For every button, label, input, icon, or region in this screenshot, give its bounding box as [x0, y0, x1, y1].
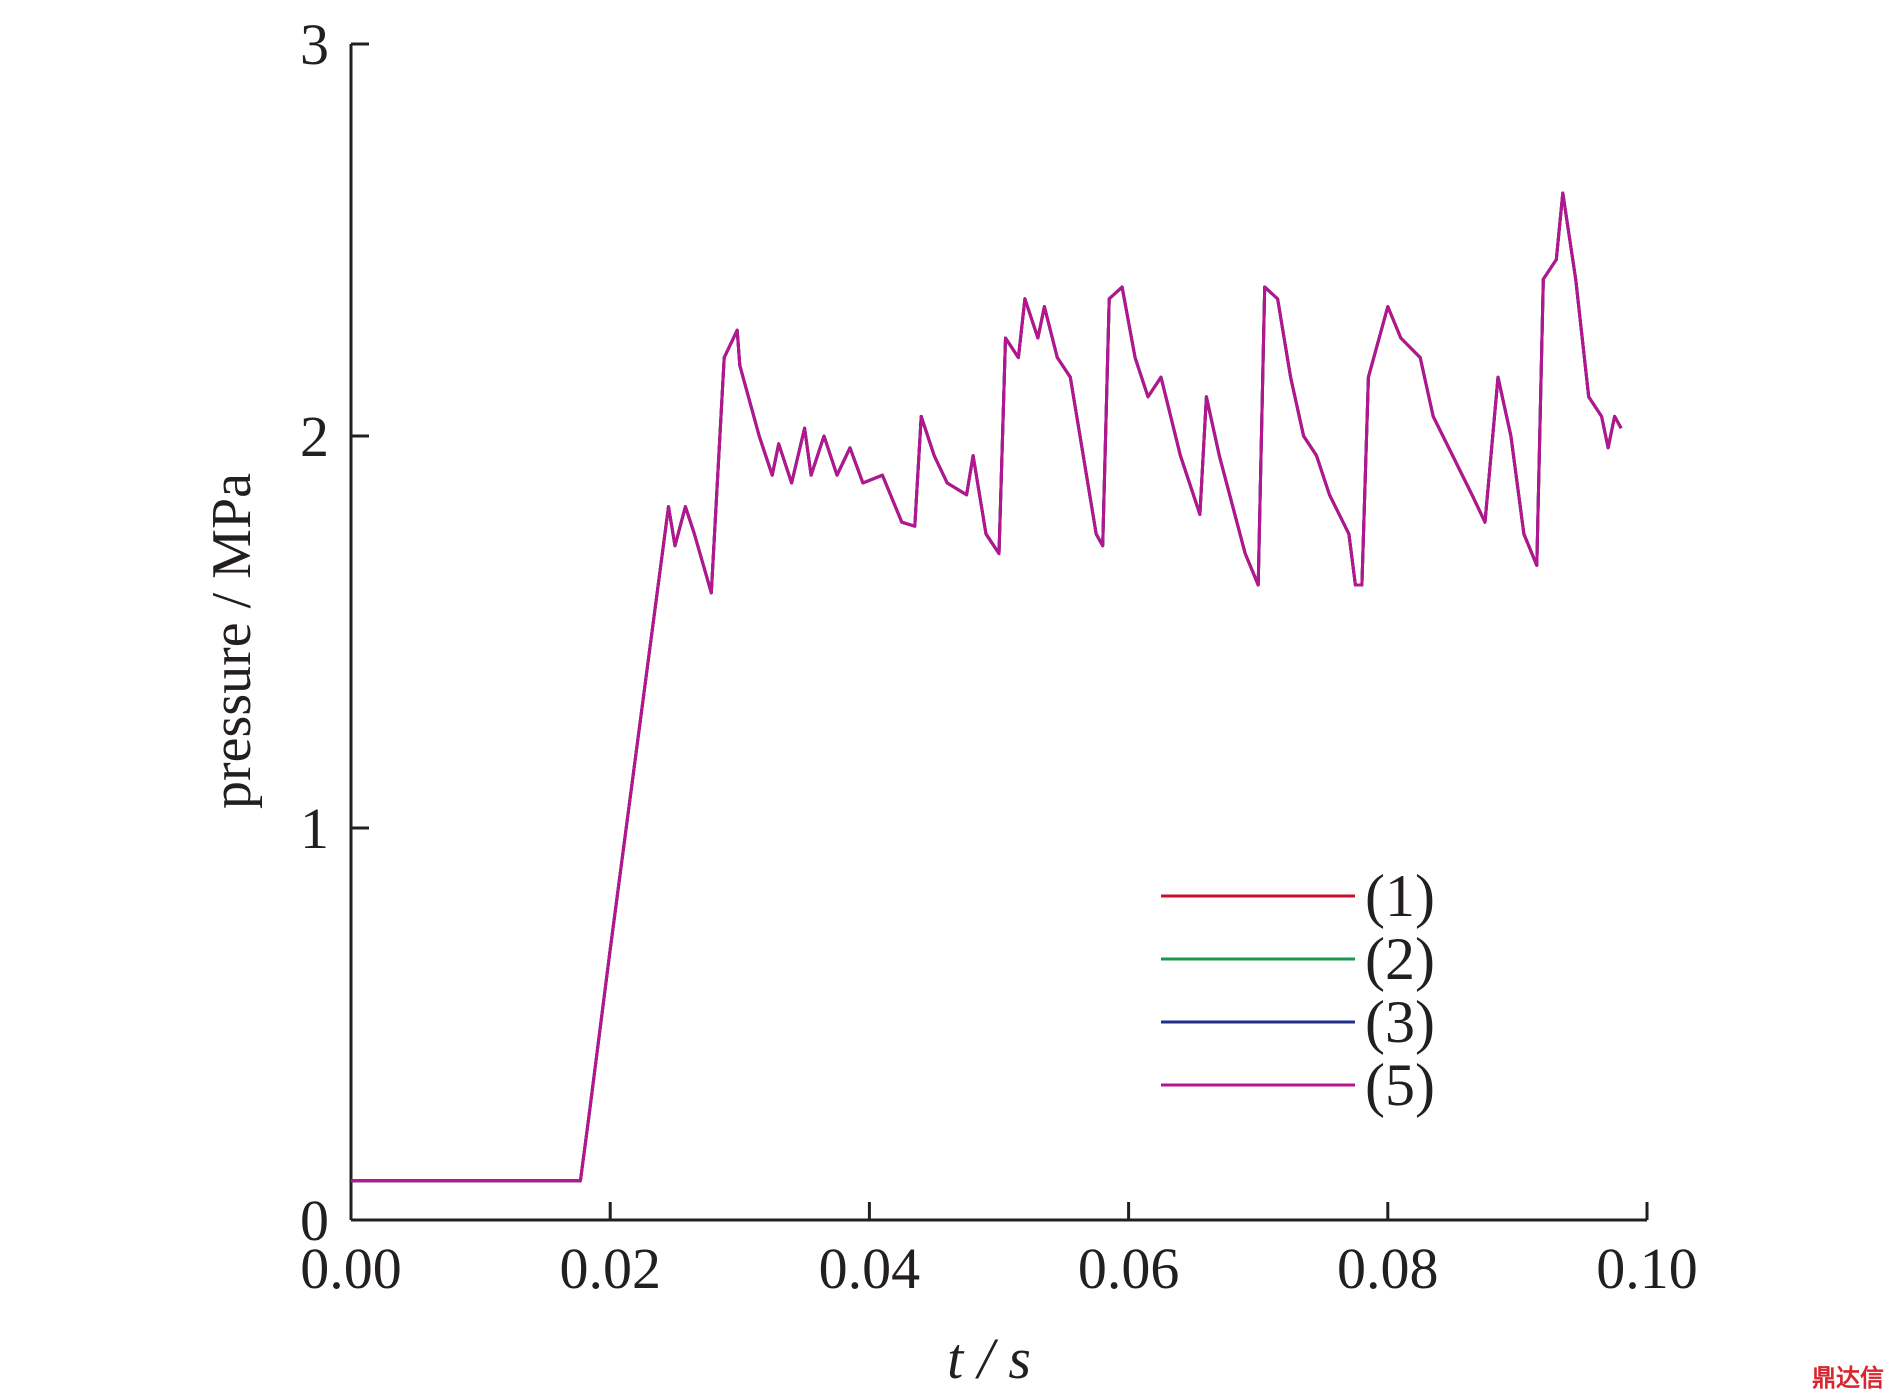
legend-label: (2): [1365, 926, 1435, 992]
y-axis-label: pressure / MPa: [201, 473, 263, 809]
y-tick-label: 1: [300, 796, 329, 861]
y-tick-label: 2: [300, 404, 329, 469]
legend-label: (5): [1365, 1052, 1435, 1118]
x-axis-label: t / s: [947, 1326, 1031, 1391]
watermark: 鼎达信: [1812, 1364, 1884, 1392]
series-line: [351, 191, 1623, 1183]
y-tick-label: 3: [300, 12, 329, 77]
x-tick-label: 0.06: [1078, 1236, 1180, 1301]
legend-label: (1): [1365, 863, 1435, 929]
x-tick-label: 0.00: [300, 1236, 402, 1301]
legend-label: (3): [1365, 989, 1435, 1055]
y-tick-label: 0: [300, 1188, 329, 1253]
x-tick-label: 0.04: [819, 1236, 921, 1301]
x-tick-label: 0.08: [1337, 1236, 1439, 1301]
x-tick-label: 0.10: [1596, 1236, 1698, 1301]
x-tick-label: 0.02: [559, 1236, 661, 1301]
